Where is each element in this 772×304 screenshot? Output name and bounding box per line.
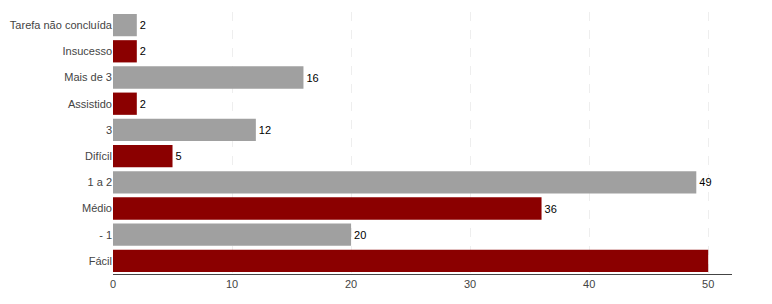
svg-text:0: 0 bbox=[110, 278, 116, 290]
svg-text:Difícil: Difícil bbox=[85, 150, 112, 162]
svg-text:1 a 2: 1 a 2 bbox=[88, 176, 112, 188]
svg-text:12: 12 bbox=[259, 124, 271, 136]
svg-text:30: 30 bbox=[464, 278, 476, 290]
svg-text:16: 16 bbox=[306, 72, 318, 84]
svg-text:2: 2 bbox=[140, 45, 146, 57]
svg-text:50: 50 bbox=[702, 278, 714, 290]
svg-text:36: 36 bbox=[545, 203, 557, 215]
svg-text:Fácil: Fácil bbox=[89, 255, 112, 267]
svg-text:Assistido: Assistido bbox=[68, 98, 112, 110]
svg-text:- 1: - 1 bbox=[99, 229, 112, 241]
svg-text:10: 10 bbox=[226, 278, 238, 290]
svg-text:3: 3 bbox=[106, 124, 112, 136]
svg-text:49: 49 bbox=[699, 176, 711, 188]
svg-text:40: 40 bbox=[583, 278, 595, 290]
svg-text:Mais de 3: Mais de 3 bbox=[64, 71, 112, 83]
svg-text:5: 5 bbox=[176, 150, 182, 162]
svg-text:Tarefa não concluída: Tarefa não concluída bbox=[10, 19, 113, 31]
svg-text:20: 20 bbox=[354, 229, 366, 241]
svg-text:20: 20 bbox=[345, 278, 357, 290]
svg-text:Insucesso: Insucesso bbox=[62, 45, 112, 57]
svg-text:Médio: Médio bbox=[82, 202, 112, 214]
svg-text:2: 2 bbox=[140, 19, 146, 31]
svg-text:2: 2 bbox=[140, 98, 146, 110]
